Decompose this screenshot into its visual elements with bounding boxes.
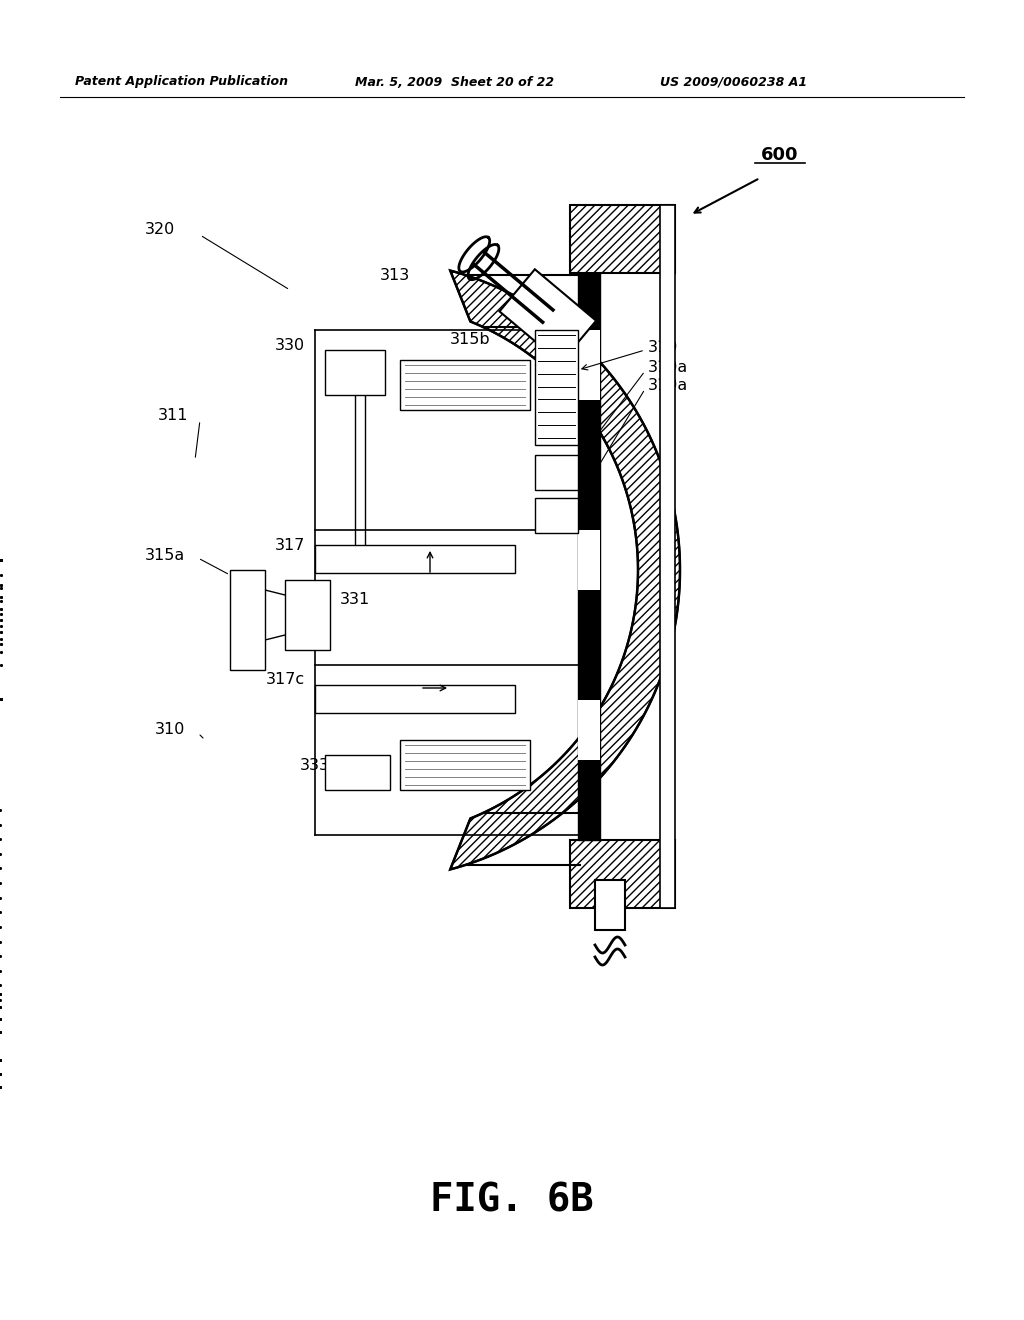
- Bar: [325, 350, 385, 395]
- Text: 320: 320: [144, 223, 175, 238]
- Text: FIG. 6B: FIG. 6B: [430, 1181, 594, 1218]
- Text: 319a: 319a: [648, 360, 688, 375]
- Bar: [578, 700, 600, 760]
- Text: 600: 600: [761, 147, 799, 164]
- Text: 311: 311: [158, 408, 188, 422]
- Bar: [570, 840, 675, 908]
- Text: 319: 319: [648, 341, 678, 355]
- Bar: [660, 205, 675, 908]
- Text: 313: 313: [380, 268, 411, 282]
- Bar: [578, 330, 600, 400]
- Bar: [570, 205, 675, 273]
- Bar: [285, 579, 330, 649]
- Bar: [325, 755, 390, 789]
- Bar: [315, 685, 515, 713]
- Text: 333: 333: [300, 758, 330, 772]
- Text: 310: 310: [155, 722, 185, 738]
- Text: 317b: 317b: [435, 562, 475, 578]
- Text: 315c: 315c: [450, 742, 489, 758]
- Bar: [400, 360, 530, 411]
- Text: 315a: 315a: [144, 548, 185, 562]
- Text: Patent Application Publication: Patent Application Publication: [75, 75, 288, 88]
- Bar: [578, 531, 600, 590]
- Bar: [535, 330, 578, 445]
- Bar: [578, 273, 600, 840]
- Polygon shape: [451, 271, 680, 870]
- Text: 315b: 315b: [450, 333, 490, 347]
- Bar: [315, 545, 515, 573]
- Text: 331: 331: [340, 593, 371, 607]
- Text: 317c: 317c: [266, 672, 305, 688]
- Polygon shape: [500, 269, 596, 363]
- Bar: [230, 570, 265, 671]
- Text: 317: 317: [274, 537, 305, 553]
- Bar: [535, 455, 578, 490]
- Text: US 2009/0060238 A1: US 2009/0060238 A1: [660, 75, 807, 88]
- Text: 319a: 319a: [648, 379, 688, 393]
- Bar: [535, 498, 578, 533]
- Bar: [400, 741, 530, 789]
- Bar: [595, 880, 625, 931]
- Text: 330: 330: [274, 338, 305, 352]
- Text: Mar. 5, 2009  Sheet 20 of 22: Mar. 5, 2009 Sheet 20 of 22: [355, 75, 554, 88]
